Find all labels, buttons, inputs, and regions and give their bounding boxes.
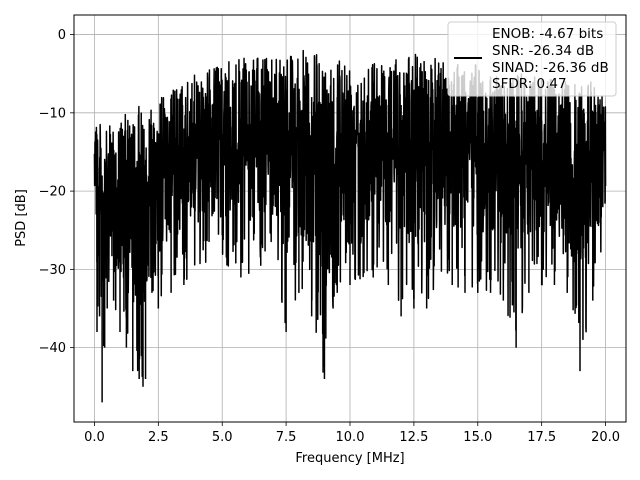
x-axis-label: Frequency [MHz] [295, 451, 404, 466]
x-tick-label: 12.5 [399, 430, 428, 445]
x-tick-label: 15.0 [463, 430, 492, 445]
x-tick-label: 0.0 [84, 430, 105, 445]
legend-snr: SNR: -26.34 dB [492, 43, 594, 59]
y-tick-label: −10 [39, 106, 66, 121]
psd-series-line [93, 49, 607, 378]
legend-sfdr: SFDR: 0.47 [492, 76, 567, 92]
x-tick-label: 10.0 [336, 430, 365, 445]
y-tick-label: −20 [39, 185, 66, 200]
x-tick-label: 17.5 [527, 430, 556, 445]
y-axis-label: PSD [dB] [14, 189, 29, 247]
x-axis-ticks: 0.0 2.5 5.0 7.5 10.0 12.5 15.0 17.5 20.0 [84, 422, 620, 445]
x-tick-label: 7.5 [276, 430, 297, 445]
legend: ENOB: -4.67 bits SNR: -26.34 dB SINAD: -… [447, 21, 617, 97]
x-tick-label: 2.5 [148, 430, 169, 445]
y-tick-label: 0 [58, 28, 66, 43]
legend-sinad: SINAD: -26.36 dB [492, 60, 609, 76]
legend-box [447, 21, 617, 97]
y-tick-label: −30 [39, 263, 66, 278]
legend-enob: ENOB: -4.67 bits [492, 26, 603, 42]
y-tick-label: −40 [39, 341, 66, 356]
x-tick-label: 5.0 [212, 430, 233, 445]
x-tick-label: 20.0 [591, 430, 620, 445]
y-axis-ticks: 0 −10 −20 −30 −40 [39, 28, 74, 356]
plot-area [93, 49, 607, 403]
